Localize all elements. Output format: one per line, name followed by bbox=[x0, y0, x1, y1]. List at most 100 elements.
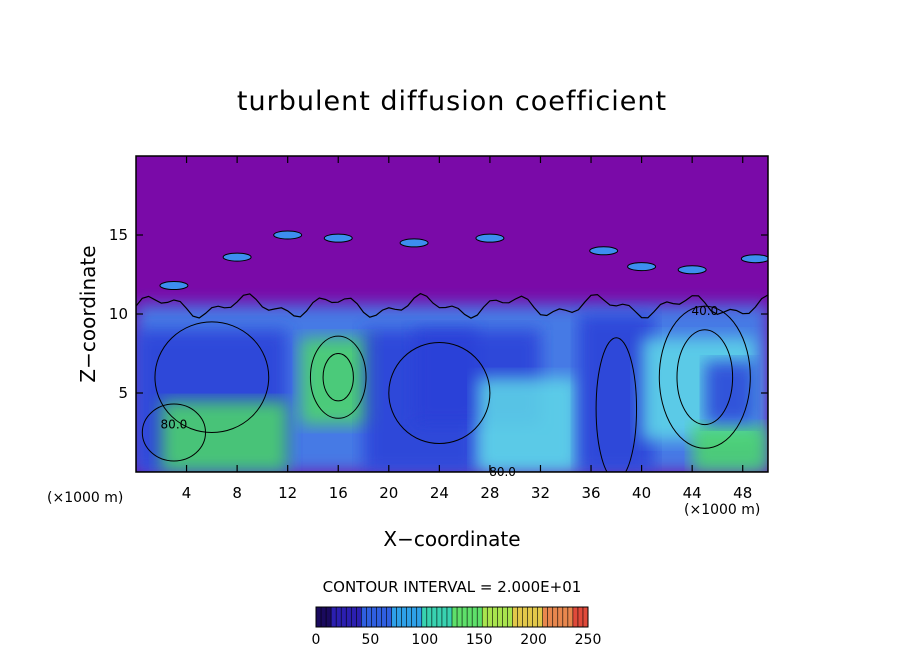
colorbar-cell-52 bbox=[577, 607, 584, 627]
cloud-fragment-3 bbox=[399, 238, 429, 248]
colorbar-cell-46 bbox=[547, 607, 554, 627]
colorbar-cell-41 bbox=[522, 607, 528, 627]
x-tick-label-10: 44 bbox=[683, 484, 702, 502]
contour-loop-3 bbox=[676, 329, 734, 426]
colorbar-cell-32 bbox=[477, 607, 483, 627]
x-unit-right: (×1000 m) bbox=[684, 502, 761, 518]
colorbar-cell-21 bbox=[421, 607, 428, 627]
contour-cloud-top bbox=[136, 292, 768, 472]
colorbar-cell-47 bbox=[552, 607, 559, 627]
colorbar-cell-9 bbox=[361, 607, 367, 627]
colorbar-cell-6 bbox=[346, 607, 352, 627]
colorbar-cell-49 bbox=[562, 607, 569, 627]
colorbar-cell-17 bbox=[401, 607, 408, 627]
colorbar-cell-23 bbox=[431, 607, 438, 627]
colorbar-cell-27 bbox=[452, 607, 458, 627]
colorbar-cell-10 bbox=[366, 607, 372, 627]
x-tick-label-6: 28 bbox=[480, 484, 499, 502]
cloud-fragment-4 bbox=[475, 233, 505, 243]
cloud-fragment-5 bbox=[589, 246, 619, 256]
colorbar-cell-53 bbox=[582, 607, 589, 627]
colorbar-cell-38 bbox=[507, 607, 513, 627]
colorbar-cell-30 bbox=[467, 607, 473, 627]
cloud-fragment-0 bbox=[222, 252, 252, 262]
colorbar: 0 50 100 150 200 250 bbox=[312, 606, 602, 648]
colorbar-cell-13 bbox=[381, 607, 387, 627]
colorbar-cell-43 bbox=[532, 607, 539, 627]
colorbar-cell-39 bbox=[512, 607, 518, 627]
y-axis-title: Z−coordinate bbox=[76, 245, 100, 383]
colorbar-cell-20 bbox=[416, 607, 423, 627]
y-tick-label-2: 15 bbox=[109, 226, 128, 244]
cloud-fragment-7 bbox=[677, 265, 707, 275]
field-region-10 bbox=[704, 361, 756, 425]
colorbar-cell-18 bbox=[406, 607, 413, 627]
contour-lines bbox=[136, 230, 768, 472]
colorbar-cell-15 bbox=[391, 607, 397, 627]
cloud-fragment-9 bbox=[159, 281, 189, 291]
x-tick-label-11: 48 bbox=[733, 484, 752, 502]
colorbar-label-5: 250 bbox=[575, 632, 602, 648]
colorbar-label-2: 100 bbox=[411, 632, 438, 648]
colorbar-cell-34 bbox=[487, 607, 493, 627]
contour-loop-4 bbox=[154, 321, 270, 434]
x-tick-label-1: 8 bbox=[232, 484, 242, 502]
x-tick-label-5: 24 bbox=[430, 484, 449, 502]
contour-loop-7 bbox=[595, 337, 638, 472]
colorbar-label-0: 0 bbox=[312, 632, 321, 648]
x-axis-ticks: 4 8 12 16 20 24 28 32 36 40 44 48 bbox=[182, 156, 752, 502]
colorbar-cell-42 bbox=[527, 607, 533, 627]
colorbar-cell-2 bbox=[326, 607, 332, 627]
y-tick-label-0: 5 bbox=[118, 384, 128, 402]
colorbar-cell-14 bbox=[386, 607, 392, 627]
contour-interval: CONTOUR INTERVAL = 2.000E+01 bbox=[322, 578, 582, 596]
colorbar-cell-0 bbox=[316, 607, 322, 627]
cloud-fragment-6 bbox=[627, 262, 657, 272]
x-unit-left: (×1000 m) bbox=[47, 490, 124, 506]
y-axis-ticks: 5 10 15 bbox=[109, 226, 768, 402]
colorbar-cell-29 bbox=[462, 607, 468, 627]
field-region-2 bbox=[161, 400, 288, 472]
contour-label-0: 80.0 bbox=[161, 418, 188, 432]
colorbar-cell-28 bbox=[457, 607, 463, 627]
colorbar-cell-36 bbox=[497, 607, 503, 627]
x-tick-label-2: 12 bbox=[278, 484, 297, 502]
x-axis-title: X−coordinate bbox=[383, 527, 521, 551]
colorbar-cell-11 bbox=[371, 607, 377, 627]
colorbar-cell-16 bbox=[396, 607, 403, 627]
x-tick-label-9: 40 bbox=[632, 484, 651, 502]
cloud-fragment-1 bbox=[273, 230, 303, 240]
field-region-6 bbox=[477, 377, 579, 472]
contour-loop-5 bbox=[141, 403, 207, 462]
colorbar-cell-4 bbox=[336, 607, 342, 627]
diffusion-field bbox=[136, 156, 768, 472]
colorbar-cell-51 bbox=[572, 607, 579, 627]
colorbar-cell-24 bbox=[436, 607, 443, 627]
colorbar-label-1: 50 bbox=[361, 632, 379, 648]
colorbar-cell-31 bbox=[472, 607, 478, 627]
colorbar-cell-8 bbox=[356, 607, 362, 627]
cloud-fragment-2 bbox=[323, 233, 353, 243]
cloud-fragment-8 bbox=[740, 254, 768, 264]
contour-loop-6 bbox=[388, 341, 491, 445]
y-tick-label-1: 10 bbox=[109, 305, 128, 323]
contour-label-2: 40.0 bbox=[691, 304, 718, 318]
contour-loop-1 bbox=[322, 353, 354, 402]
colorbar-cell-1 bbox=[321, 607, 327, 627]
x-tick-label-0: 4 bbox=[182, 484, 192, 502]
colorbar-label-4: 200 bbox=[520, 632, 547, 648]
colorbar-cell-26 bbox=[446, 607, 453, 627]
colorbar-cell-37 bbox=[502, 607, 508, 627]
colorbar-cell-44 bbox=[537, 607, 544, 627]
colorbar-cell-5 bbox=[341, 607, 347, 627]
colorbar-label-3: 150 bbox=[466, 632, 493, 648]
colorbar-cell-22 bbox=[426, 607, 433, 627]
colorbar-cell-45 bbox=[542, 607, 549, 627]
x-tick-label-7: 32 bbox=[531, 484, 550, 502]
colorbar-cell-19 bbox=[411, 607, 418, 627]
colorbar-frame bbox=[315, 606, 589, 628]
chart-title: turbulent diffusion coefficient bbox=[236, 86, 668, 117]
colorbar-cell-7 bbox=[351, 607, 357, 627]
colorbar-cell-35 bbox=[492, 607, 498, 627]
